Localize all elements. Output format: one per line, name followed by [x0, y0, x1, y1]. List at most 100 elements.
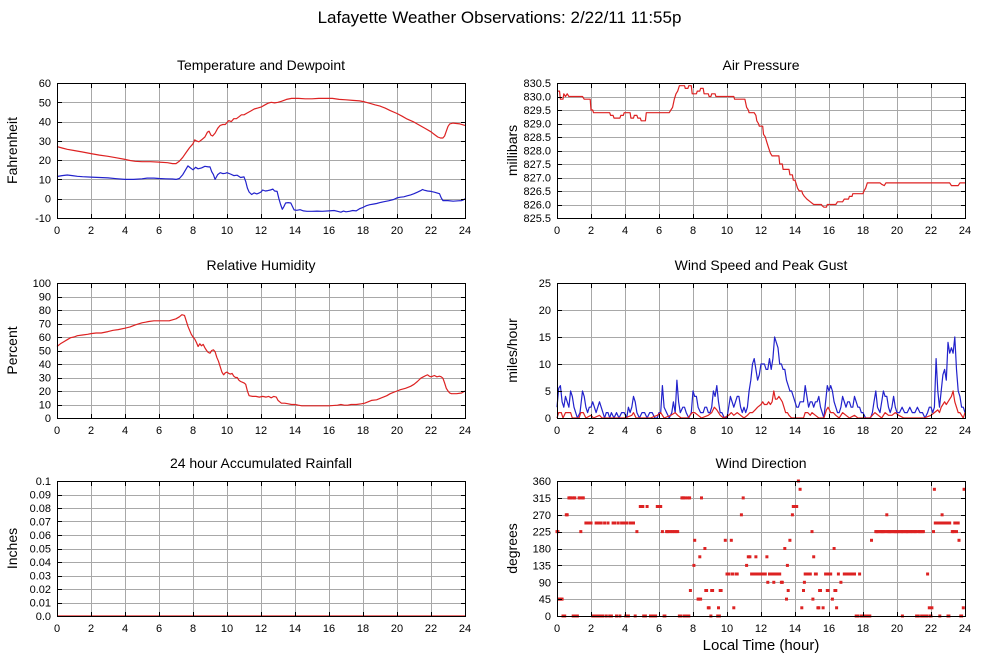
- y-axis-label: Percent: [4, 326, 20, 374]
- page-title: Lafayette Weather Observations: 2/22/11 …: [317, 8, 682, 27]
- svg-text:0.08: 0.08: [30, 503, 51, 515]
- chart-title: Wind Speed and Peak Gust: [675, 257, 848, 273]
- svg-text:60: 60: [39, 78, 51, 90]
- svg-text:0: 0: [45, 413, 51, 425]
- svg-text:829.5: 829.5: [523, 105, 551, 117]
- svg-text:22: 22: [925, 623, 937, 635]
- svg-text:0: 0: [545, 413, 551, 425]
- svg-text:10: 10: [221, 623, 233, 635]
- svg-text:2: 2: [588, 623, 594, 635]
- grid: [557, 283, 966, 419]
- svg-text:0: 0: [54, 425, 60, 437]
- grid: [57, 83, 466, 219]
- svg-text:20: 20: [39, 155, 51, 167]
- x-tick-labels: 0 2 4 6 8 10 12 14 16 18 20 22 24: [554, 623, 971, 635]
- svg-text:25: 25: [539, 278, 551, 290]
- svg-text:8: 8: [690, 425, 696, 437]
- svg-text:4: 4: [622, 425, 628, 437]
- svg-text:30: 30: [39, 136, 51, 148]
- plot-border: [557, 283, 966, 419]
- axis-ticks: [57, 283, 466, 419]
- svg-text:18: 18: [857, 425, 869, 437]
- axis-ticks: [557, 481, 966, 617]
- y-axis-label: miles/hour: [504, 318, 520, 383]
- svg-text:16: 16: [823, 225, 835, 237]
- svg-text:10: 10: [721, 425, 733, 437]
- svg-text:20: 20: [891, 425, 903, 437]
- series-humidity: [56, 314, 466, 407]
- svg-text:829.0: 829.0: [523, 119, 551, 131]
- series-wind-direction: [555, 479, 966, 618]
- svg-text:12: 12: [255, 225, 267, 237]
- svg-text:22: 22: [425, 623, 437, 635]
- svg-text:18: 18: [357, 623, 369, 635]
- svg-text:5: 5: [545, 386, 551, 398]
- grid: [57, 481, 466, 617]
- svg-text:0.0: 0.0: [36, 611, 51, 623]
- svg-text:4: 4: [122, 623, 128, 635]
- chart-title: 24 hour Accumulated Rainfall: [170, 455, 352, 471]
- svg-text:24: 24: [459, 623, 471, 635]
- svg-text:8: 8: [190, 225, 196, 237]
- svg-text:6: 6: [156, 225, 162, 237]
- svg-text:20: 20: [391, 425, 403, 437]
- svg-text:22: 22: [925, 225, 937, 237]
- y-axis-label: degrees: [504, 523, 520, 574]
- axis-ticks: [557, 83, 966, 219]
- grid: [557, 83, 966, 219]
- svg-text:0.07: 0.07: [30, 517, 51, 529]
- series-dewpoint: [56, 165, 466, 213]
- chart-wind-direction: 0 45 90 135 180 225 270 315 360 0 2 4 6 8 10 12 14 16 18 20…: [500, 450, 999, 659]
- 24-hour-accumulated-rainfall-svg: 0.00.01 0.020.03 0.040.05 0.060.07 0.080.09 0…: [4, 455, 471, 635]
- chart-title: Temperature and Dewpoint: [177, 57, 345, 73]
- svg-text:0.04: 0.04: [30, 557, 51, 569]
- x-axis-label: Local Time (hour): [703, 637, 820, 654]
- svg-text:24: 24: [959, 623, 971, 635]
- svg-text:6: 6: [156, 425, 162, 437]
- svg-text:8: 8: [190, 425, 196, 437]
- svg-text:10: 10: [39, 174, 51, 186]
- svg-text:18: 18: [857, 225, 869, 237]
- svg-text:10: 10: [721, 623, 733, 635]
- x-tick-labels: 0 2 4 6 8 10 12 14 16 18 20 22 24: [54, 425, 471, 437]
- grid: [557, 481, 966, 617]
- svg-text:10: 10: [221, 425, 233, 437]
- svg-text:4: 4: [622, 623, 628, 635]
- svg-text:20: 20: [39, 386, 51, 398]
- svg-text:20: 20: [891, 225, 903, 237]
- svg-text:18: 18: [357, 425, 369, 437]
- svg-text:10: 10: [221, 225, 233, 237]
- svg-text:827.0: 827.0: [523, 173, 551, 185]
- svg-text:40: 40: [39, 359, 51, 371]
- svg-text:14: 14: [789, 225, 801, 237]
- svg-text:50: 50: [39, 346, 51, 358]
- svg-text:2: 2: [88, 225, 94, 237]
- chart-title: Wind Direction: [715, 455, 806, 471]
- svg-text:4: 4: [622, 225, 628, 237]
- svg-text:12: 12: [755, 425, 767, 437]
- svg-text:22: 22: [425, 225, 437, 237]
- svg-text:270: 270: [533, 510, 551, 522]
- y-tick-labels: 0.00.01 0.020.03 0.040.05 0.060.07 0.080.09 0…: [30, 476, 51, 623]
- svg-text:20: 20: [391, 623, 403, 635]
- svg-text:2: 2: [88, 425, 94, 437]
- svg-text:315: 315: [533, 493, 551, 505]
- svg-text:0: 0: [554, 225, 560, 237]
- svg-text:826.0: 826.0: [523, 200, 551, 212]
- svg-text:828.5: 828.5: [523, 132, 551, 144]
- svg-text:20: 20: [391, 225, 403, 237]
- x-tick-labels: 0 2 4 6 8 10 12 14 16 18 20 22 24: [54, 623, 471, 635]
- x-tick-labels: 0 2 4 6 8 10 12 14 16 18 20 22 24: [554, 225, 971, 237]
- plot-border: [57, 283, 466, 419]
- svg-text:8: 8: [190, 623, 196, 635]
- svg-text:6: 6: [656, 623, 662, 635]
- grid: [57, 283, 466, 419]
- svg-text:12: 12: [755, 225, 767, 237]
- series-pressure: [557, 85, 965, 208]
- chart-temperature-dewpoint: -10 0 10 20 30 40 50 60 0 2 4 6 8 10 12 14 16 18 20 22 24 Tem…: [0, 55, 499, 255]
- svg-text:6: 6: [656, 425, 662, 437]
